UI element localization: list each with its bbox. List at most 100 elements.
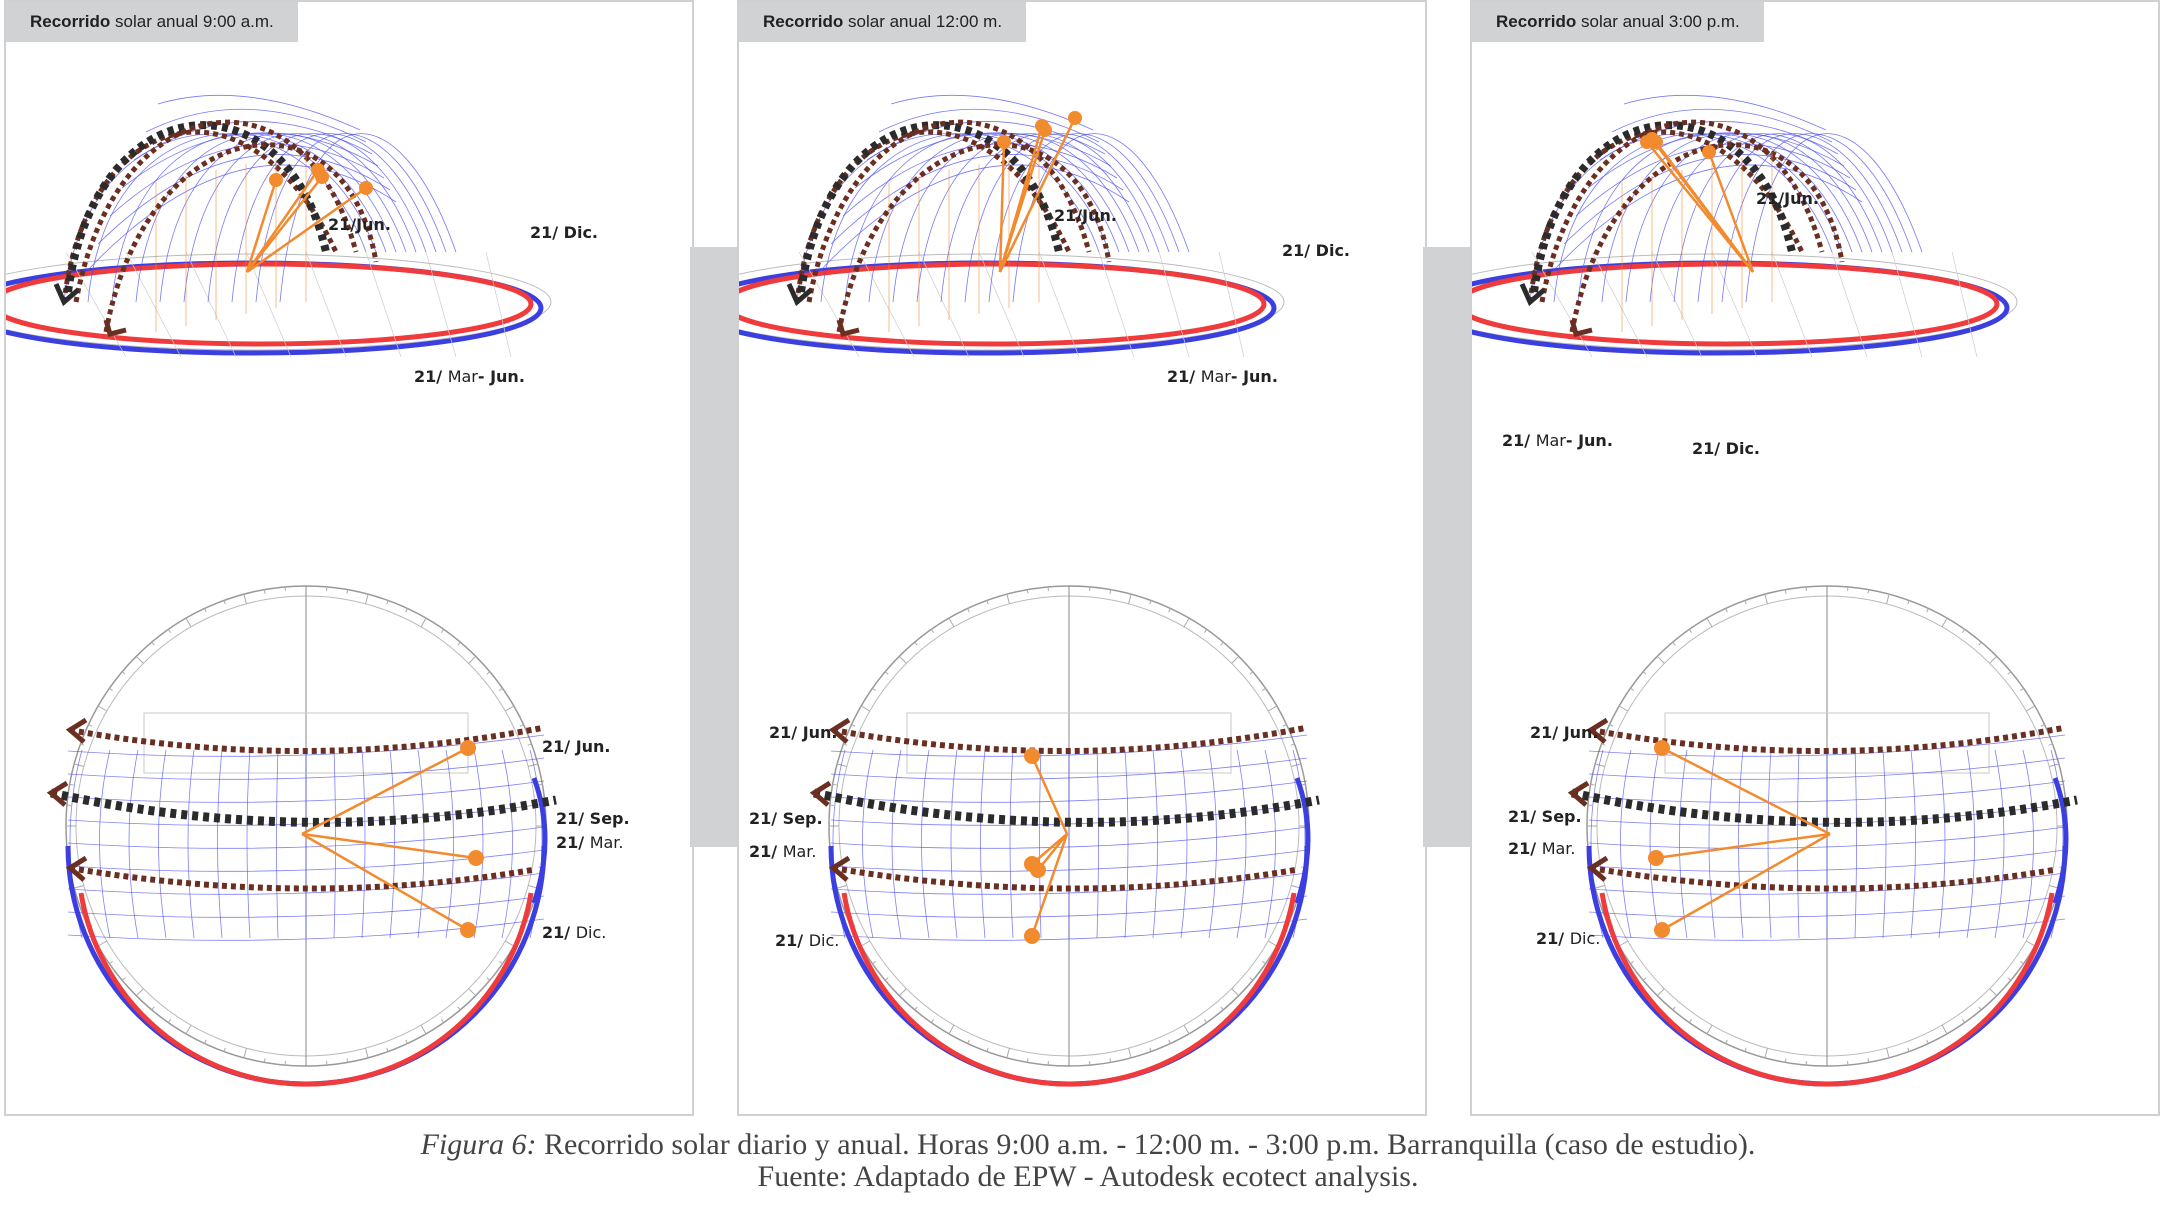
- compass-tick: [2020, 687, 2024, 692]
- label-bottom-dic: 21/ Dic.: [775, 931, 839, 950]
- ring-blue-side: [1294, 777, 1311, 904]
- path-equinox: [50, 788, 557, 827]
- compass-tick: [1249, 977, 1254, 981]
- compass-tick: [185, 617, 192, 628]
- path-dic: [1590, 865, 2054, 892]
- compass-tick: [1149, 1047, 1152, 1052]
- label-bottom-mar: 21/ Mar.: [749, 842, 817, 861]
- sun-ray: [246, 176, 323, 273]
- panel-title-tab: Recorrido solar anual 3:00 p.m.: [1472, 2, 1764, 42]
- sun-ray: [1030, 833, 1069, 937]
- ground-grid-line: [365, 251, 402, 358]
- compass-tick: [860, 705, 871, 712]
- compass-tick: [914, 641, 918, 646]
- hour-grid-line: [1588, 918, 2066, 941]
- path-arrowhead: [65, 717, 88, 744]
- compass-tick: [1249, 671, 1254, 675]
- compass-tick: [1595, 885, 1605, 889]
- month-grid-line: [1236, 749, 1247, 939]
- month-grid-line: [980, 749, 986, 939]
- sun-position-marker: [1024, 928, 1040, 944]
- compass-tick: [1886, 1048, 1890, 1058]
- month-grid-line: [501, 749, 513, 939]
- label-top-mar-jun: 21/ Mar- Jun.: [1167, 367, 1278, 386]
- compass-tick: [151, 641, 155, 646]
- path-arrowhead: [1519, 282, 1546, 307]
- compass-tick: [185, 1024, 192, 1035]
- path-jun: [69, 725, 543, 754]
- sun-position-marker: [468, 850, 484, 866]
- compass-tick: [967, 608, 970, 613]
- compass-tick: [1907, 1047, 1910, 1052]
- dome-grid-ring: [1599, 121, 1839, 161]
- dome-grid-arch: [868, 133, 1130, 303]
- compass-tick: [457, 1006, 461, 1011]
- compass-tick: [1867, 1058, 1870, 1063]
- compass-tick: [1618, 705, 1629, 712]
- dome-path-jun: [1527, 129, 1805, 303]
- sun-ray: [301, 832, 477, 860]
- dome-path-jun: [61, 129, 339, 303]
- panel-title-tab: Recorrido solar anual 9:00 a.m.: [6, 2, 298, 42]
- path-dic: [832, 865, 1296, 892]
- sun-path-polar: [46, 585, 557, 1087]
- sun-ray: [245, 179, 278, 273]
- compass-tick: [204, 1039, 207, 1044]
- compass-tick: [538, 783, 543, 786]
- month-grid-line: [950, 749, 958, 939]
- compass-tick: [457, 641, 461, 646]
- month-grid-line: [1738, 749, 1744, 939]
- path-arrowhead: [828, 717, 851, 744]
- sun-dome-3d: [1472, 94, 2018, 358]
- compass-tick: [1642, 671, 1647, 675]
- month-grid-line: [389, 749, 395, 939]
- compass-tick: [223, 1047, 226, 1052]
- compass-tick: [121, 671, 126, 675]
- ground-grid-line: [485, 251, 512, 358]
- ground-ring: [739, 253, 1285, 351]
- ground-grid-line: [1951, 251, 1978, 358]
- month-grid-line: [128, 749, 139, 939]
- sun-position-marker: [1649, 135, 1663, 149]
- compass-tick: [1109, 1058, 1112, 1063]
- compass-tick: [365, 594, 369, 604]
- compass-tick: [1026, 1058, 1029, 1063]
- ground-grid-line: [1098, 251, 1135, 358]
- month-grid-line: [99, 749, 111, 939]
- sun-position-marker: [460, 922, 476, 938]
- sun-ray: [1707, 151, 1755, 273]
- compass-tick: [405, 608, 408, 613]
- path-arrowhead: [103, 319, 127, 338]
- dome-grid-ring: [1623, 94, 1827, 131]
- sun-ray: [998, 117, 1077, 273]
- compass-tick: [1203, 1019, 1208, 1023]
- compass-tick: [898, 988, 907, 997]
- compass-tick: [2025, 705, 2036, 712]
- sun-position-marker: [1030, 862, 1046, 878]
- compass-tick: [1183, 1024, 1190, 1035]
- month-grid-line: [1180, 749, 1188, 939]
- hour-grid-line: [67, 918, 545, 941]
- month-grid-line: [921, 749, 930, 939]
- dome-grid-ring: [85, 164, 397, 273]
- compass-tick: [1220, 641, 1224, 646]
- sun-ray: [998, 141, 1006, 273]
- month-grid-line: [1679, 749, 1688, 939]
- dome-path-dic: [836, 142, 1112, 333]
- sun-position-marker: [1654, 740, 1670, 756]
- compass-tick: [151, 1006, 155, 1011]
- compass-tick: [74, 885, 84, 889]
- sun-position-marker: [269, 173, 283, 187]
- compass-tick: [914, 1006, 918, 1011]
- compass-tick: [1128, 1048, 1132, 1058]
- month-grid-line: [1208, 749, 1217, 939]
- dome-grid-arch: [1649, 133, 1883, 303]
- label-bottom-jun: 21/ Jun.: [542, 737, 611, 756]
- compass-tick: [1961, 1019, 1966, 1023]
- dome-grid-ring: [1611, 108, 1833, 143]
- ground-grid-line: [1218, 251, 1245, 358]
- ground-grid-line: [1771, 251, 1813, 358]
- compass-tick: [1026, 589, 1029, 594]
- compass-tick: [1149, 600, 1152, 605]
- month-grid-line: [158, 749, 167, 939]
